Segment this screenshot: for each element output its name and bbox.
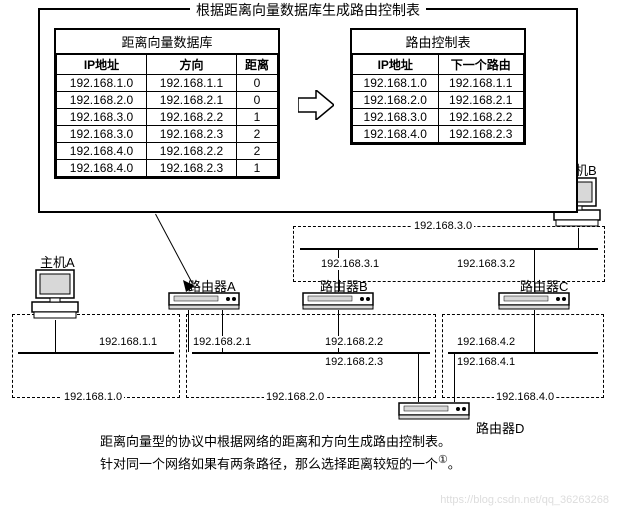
ip-label: 192.168.4.2 bbox=[456, 336, 516, 348]
host-a-label: 主机A bbox=[40, 252, 75, 271]
bus-net3 bbox=[300, 248, 598, 250]
cell: 192.168.2.2 bbox=[438, 109, 524, 126]
col-header: IP地址 bbox=[353, 55, 439, 75]
col-header: 方向 bbox=[146, 55, 236, 75]
router-d-drop-left bbox=[418, 352, 419, 402]
cell: 192.168.4.0 bbox=[353, 126, 439, 143]
router-d-drop-right bbox=[454, 352, 455, 402]
cell: 0 bbox=[236, 92, 277, 109]
col-header: 下一个路由 bbox=[438, 55, 524, 75]
cell: 0 bbox=[236, 75, 277, 92]
footnote-marker: ① bbox=[438, 454, 448, 466]
cell: 192.168.2.0 bbox=[57, 92, 147, 109]
network-3 bbox=[293, 226, 605, 282]
ip-label: 192.168.4.1 bbox=[456, 356, 516, 368]
cell: 192.168.2.3 bbox=[146, 126, 236, 143]
cell: 192.168.3.0 bbox=[353, 109, 439, 126]
cell: 2 bbox=[236, 143, 277, 160]
cell: 192.168.2.2 bbox=[146, 109, 236, 126]
router-d-icon bbox=[398, 402, 470, 420]
network-1 bbox=[12, 314, 180, 398]
col-header: IP地址 bbox=[57, 55, 147, 75]
router-c-label: 路由器C bbox=[520, 276, 568, 295]
ip-label: 192.168.2.1 bbox=[192, 336, 252, 348]
cell: 192.168.1.0 bbox=[57, 75, 147, 92]
cell: 192.168.3.0 bbox=[57, 126, 147, 143]
routing-table: 路由控制表 IP地址 下一个路由 192.168.1.0192.168.1.1 … bbox=[350, 28, 526, 145]
cell: 192.168.4.0 bbox=[57, 143, 147, 160]
cell: 192.168.4.0 bbox=[57, 160, 147, 177]
arrow-icon bbox=[298, 90, 334, 120]
col-header: 距离 bbox=[236, 55, 277, 75]
ip-label: 192.168.3.1 bbox=[320, 258, 380, 270]
vector-db-title: 距离向量数据库 bbox=[56, 30, 278, 54]
routing-table-title: 路由控制表 bbox=[352, 30, 524, 54]
caption-line: 针对同一个网络如果有两条路径，那么选择距离较短的一个 bbox=[100, 456, 438, 471]
panel-title: 根据距离向量数据库生成路由控制表 bbox=[190, 0, 426, 20]
cell: 1 bbox=[236, 160, 277, 177]
host-a-drop bbox=[55, 320, 56, 352]
cell: 2 bbox=[236, 126, 277, 143]
watermark: https://blog.csdn.net/qq_36263268 bbox=[440, 494, 609, 506]
vector-db-grid: IP地址 方向 距离 192.168.1.0192.168.1.10 192.1… bbox=[56, 54, 278, 177]
cell: 192.168.1.0 bbox=[353, 75, 439, 92]
host-b-drop bbox=[578, 228, 579, 248]
router-a-drop-left bbox=[188, 310, 189, 352]
routing-grid: IP地址 下一个路由 192.168.1.0192.168.1.1 192.16… bbox=[352, 54, 524, 143]
caption-line: 距离向量型的协议中根据网络的距离和方向生成路由控制表。 bbox=[100, 432, 540, 452]
router-b-label: 路由器B bbox=[320, 276, 368, 295]
bus-net1 bbox=[18, 352, 174, 354]
panel: 根据距离向量数据库生成路由控制表 距离向量数据库 IP地址 方向 距离 192.… bbox=[38, 8, 578, 213]
router-a-label: 路由器A bbox=[188, 276, 236, 295]
router-d-label: 路由器D bbox=[476, 418, 524, 437]
cell: 192.168.1.1 bbox=[438, 75, 524, 92]
cell: 192.168.2.3 bbox=[146, 160, 236, 177]
ip-label: 192.168.1.1 bbox=[98, 336, 158, 348]
net-label: 192.168.3.0 bbox=[412, 220, 474, 232]
bus-net2 bbox=[192, 352, 430, 354]
cell: 1 bbox=[236, 109, 277, 126]
cell: 192.168.2.3 bbox=[438, 126, 524, 143]
bus-net4 bbox=[448, 352, 598, 354]
cell: 192.168.2.2 bbox=[146, 143, 236, 160]
cell: 192.168.2.1 bbox=[146, 92, 236, 109]
caption: 距离向量型的协议中根据网络的距离和方向生成路由控制表。 针对同一个网络如果有两条… bbox=[100, 432, 540, 473]
router-c-drop-down bbox=[534, 310, 535, 352]
cell: 192.168.3.0 bbox=[57, 109, 147, 126]
cell: 192.168.2.1 bbox=[438, 92, 524, 109]
cell: 192.168.2.0 bbox=[353, 92, 439, 109]
ip-label: 192.168.2.2 bbox=[324, 336, 384, 348]
vector-db-table: 距离向量数据库 IP地址 方向 距离 192.168.1.0192.168.1.… bbox=[54, 28, 280, 179]
cell: 192.168.1.1 bbox=[146, 75, 236, 92]
net-label: 192.168.4.0 bbox=[494, 391, 556, 403]
callout-line bbox=[155, 214, 193, 283]
network-2 bbox=[186, 314, 436, 398]
ip-label: 192.168.2.3 bbox=[324, 356, 384, 368]
net-label: 192.168.1.0 bbox=[62, 391, 124, 403]
net-label: 192.168.2.0 bbox=[264, 391, 326, 403]
host-a-icon bbox=[30, 268, 80, 320]
ip-label: 192.168.3.2 bbox=[456, 258, 516, 270]
